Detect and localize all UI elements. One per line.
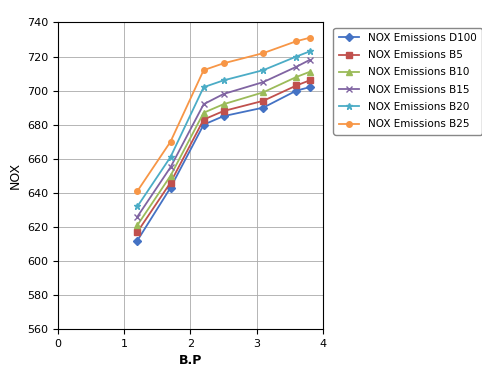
NOX Emissions B10: [134, 223, 140, 227]
NOX Emissions B20: [201, 85, 207, 89]
NOX Emissions B5: [201, 117, 207, 122]
NOX Emissions B15: [168, 165, 174, 169]
Line: NOX Emissions B15: NOX Emissions B15: [134, 56, 313, 220]
Line: NOX Emissions B20: NOX Emissions B20: [134, 48, 313, 210]
NOX Emissions B10: [260, 90, 266, 95]
NOX Emissions B15: [134, 214, 140, 219]
Line: NOX Emissions B5: NOX Emissions B5: [134, 77, 312, 235]
NOX Emissions B25: [134, 189, 140, 193]
NOX Emissions B5: [260, 99, 266, 103]
NOX Emissions D100: [134, 238, 140, 243]
NOX Emissions B20: [168, 155, 174, 159]
NOX Emissions B15: [307, 58, 312, 62]
NOX Emissions D100: [294, 88, 299, 93]
NOX Emissions B10: [307, 70, 312, 74]
NOX Emissions B10: [294, 75, 299, 79]
NOX Emissions B20: [221, 78, 227, 83]
NOX Emissions D100: [307, 85, 312, 89]
NOX Emissions B20: [294, 54, 299, 59]
NOX Emissions B20: [307, 49, 312, 53]
NOX Emissions B15: [294, 64, 299, 69]
Y-axis label: NOX: NOX: [8, 162, 21, 189]
Line: NOX Emissions B10: NOX Emissions B10: [134, 69, 312, 228]
NOX Emissions D100: [260, 105, 266, 110]
NOX Emissions B25: [307, 36, 312, 40]
NOX Emissions B25: [221, 61, 227, 65]
NOX Emissions B5: [307, 78, 312, 83]
NOX Emissions B15: [260, 80, 266, 84]
NOX Emissions B5: [221, 109, 227, 113]
NOX Emissions B25: [201, 68, 207, 73]
NOX Emissions B25: [168, 140, 174, 144]
X-axis label: B.P: B.P: [179, 355, 202, 367]
Legend: NOX Emissions D100, NOX Emissions B5, NOX Emissions B10, NOX Emissions B15, NOX : NOX Emissions D100, NOX Emissions B5, NO…: [334, 28, 482, 135]
NOX Emissions D100: [168, 186, 174, 190]
NOX Emissions B5: [168, 180, 174, 185]
NOX Emissions D100: [221, 114, 227, 119]
NOX Emissions B15: [221, 92, 227, 96]
NOX Emissions B20: [260, 68, 266, 73]
NOX Emissions B25: [294, 39, 299, 43]
NOX Emissions B5: [294, 83, 299, 88]
NOX Emissions B25: [260, 51, 266, 55]
NOX Emissions B10: [168, 174, 174, 178]
Line: NOX Emissions B25: NOX Emissions B25: [134, 35, 312, 194]
NOX Emissions B20: [134, 204, 140, 209]
Line: NOX Emissions D100: NOX Emissions D100: [134, 85, 312, 243]
NOX Emissions B10: [221, 102, 227, 107]
NOX Emissions B5: [134, 230, 140, 234]
NOX Emissions B10: [201, 110, 207, 115]
NOX Emissions B15: [201, 102, 207, 107]
NOX Emissions D100: [201, 122, 207, 127]
